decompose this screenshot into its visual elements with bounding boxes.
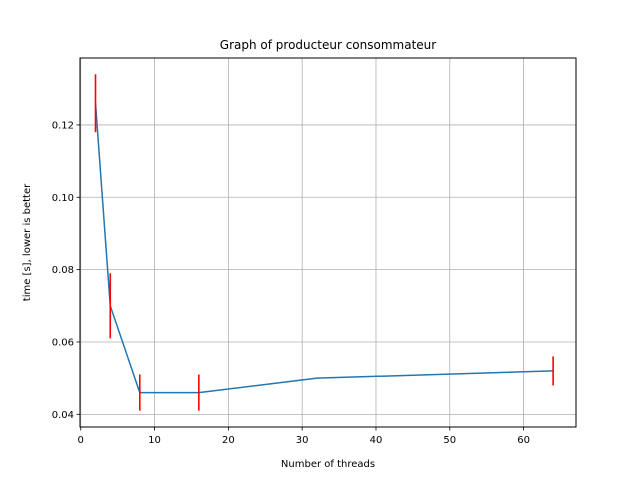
chart-title: Graph of producteur consommateur	[220, 38, 436, 52]
y-tick-label: 0.04	[52, 410, 74, 421]
x-tick-label: 30	[296, 435, 309, 446]
plot-frame	[79, 57, 577, 428]
y-tick-label: 0.10	[52, 193, 74, 204]
x-tick-label: 40	[370, 435, 383, 446]
x-tick-label: 60	[517, 435, 530, 446]
errorbar-layer	[94, 74, 554, 411]
y-tick-label: 0.06	[52, 337, 74, 348]
x-axis-label: Number of threads	[281, 459, 375, 470]
x-tick-label: 20	[222, 435, 235, 446]
y-tick-label: 0.12	[52, 120, 74, 131]
y-axis-label: time [s], lower is better	[22, 183, 33, 301]
series-layer	[94, 103, 554, 394]
y-tick-label: 0.08	[52, 265, 74, 276]
series-line	[94, 103, 554, 394]
grid-layer	[80, 58, 576, 427]
tick-layer: 0 10 20 30 40 50 60 0.04 0.06 0.08 0.10 0.12	[52, 120, 530, 446]
x-tick-label: 0	[78, 435, 84, 446]
x-tick-label: 50	[443, 435, 456, 446]
x-tick-label: 10	[148, 435, 161, 446]
